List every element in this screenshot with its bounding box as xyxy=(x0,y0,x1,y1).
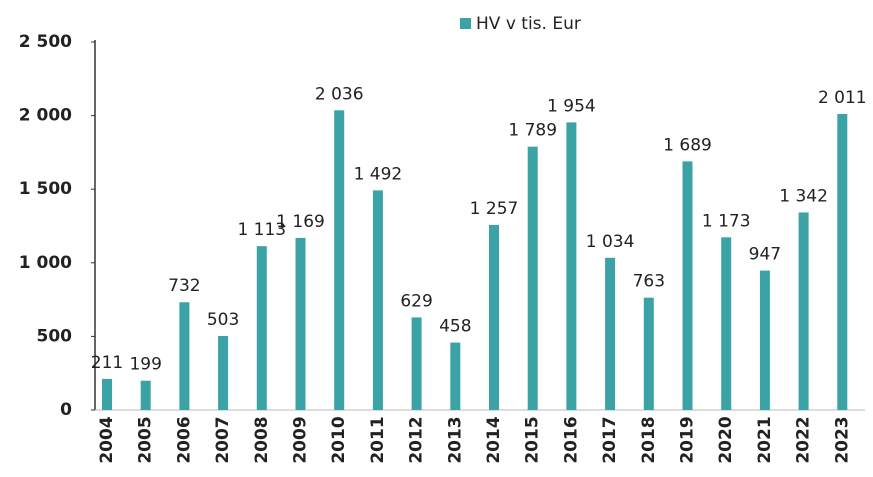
data-label: 763 xyxy=(633,272,665,292)
bar xyxy=(450,342,461,410)
data-label: 2 011 xyxy=(818,88,867,108)
bar xyxy=(334,110,345,411)
x-tick-label: 2023 xyxy=(832,416,852,463)
bar xyxy=(527,146,538,411)
data-label: 1 492 xyxy=(354,164,403,184)
y-tick-label: 0 xyxy=(60,400,72,420)
data-label: 458 xyxy=(439,317,471,337)
x-tick-label: 2020 xyxy=(716,416,736,463)
data-label: 2 036 xyxy=(315,84,364,104)
bar xyxy=(721,237,732,410)
bar xyxy=(218,335,229,410)
x-tick-label: 2005 xyxy=(136,416,156,463)
y-tick-label: 2 500 xyxy=(19,32,72,52)
y-tick-label: 1 000 xyxy=(19,253,72,273)
x-tick-label: 2009 xyxy=(291,416,311,463)
data-label: 1 173 xyxy=(702,211,751,231)
x-tick-label: 2016 xyxy=(561,416,581,463)
x-tick-label: 2010 xyxy=(329,416,349,463)
data-label: 629 xyxy=(400,291,432,311)
data-label: 732 xyxy=(168,276,200,296)
bar xyxy=(759,270,770,410)
data-label: 1 257 xyxy=(470,199,519,219)
data-label: 1 034 xyxy=(586,232,635,252)
data-label: 211 xyxy=(91,353,123,373)
x-tick-label: 2008 xyxy=(252,416,272,463)
x-tick-label: 2015 xyxy=(523,416,543,463)
legend-swatch xyxy=(460,18,471,29)
data-label: 1 689 xyxy=(663,135,712,155)
x-tick-label: 2012 xyxy=(407,416,427,463)
x-tick-label: 2018 xyxy=(639,416,659,463)
bar xyxy=(411,317,422,410)
data-label: 1 789 xyxy=(508,121,557,141)
legend-label: HV v tis. Eur xyxy=(476,14,581,34)
x-tick-label: 2014 xyxy=(484,416,504,463)
data-label: 1 113 xyxy=(237,220,286,240)
x-tick-label: 2006 xyxy=(174,416,194,463)
bar xyxy=(643,297,654,410)
bar xyxy=(256,246,267,410)
data-label: 1 169 xyxy=(276,212,325,232)
data-label: 1 954 xyxy=(547,96,596,116)
data-label: 199 xyxy=(129,355,161,375)
y-tick-label: 2 000 xyxy=(19,106,72,126)
bar xyxy=(682,161,693,410)
x-tick-label: 2011 xyxy=(368,416,388,463)
x-tick-label: 2013 xyxy=(445,416,465,463)
data-label: 947 xyxy=(749,245,781,265)
bar xyxy=(102,378,112,410)
x-tick-label: 2022 xyxy=(794,416,814,463)
y-tick-label: 1 500 xyxy=(19,179,72,199)
x-tick-label: 2019 xyxy=(678,416,698,463)
bar xyxy=(566,122,577,410)
bar xyxy=(179,302,190,410)
x-tick-label: 2007 xyxy=(213,416,233,463)
data-label: 503 xyxy=(207,310,239,330)
data-label: 1 342 xyxy=(779,186,828,206)
x-tick-label: 2004 xyxy=(97,416,117,463)
bar xyxy=(837,113,848,410)
bar xyxy=(295,237,306,410)
y-tick-label: 500 xyxy=(37,326,73,346)
bar xyxy=(605,257,616,410)
bar xyxy=(372,190,383,410)
x-tick-label: 2017 xyxy=(600,416,620,463)
bar xyxy=(489,224,499,410)
bar xyxy=(798,212,809,410)
bar xyxy=(140,380,151,410)
x-tick-label: 2021 xyxy=(755,416,775,463)
